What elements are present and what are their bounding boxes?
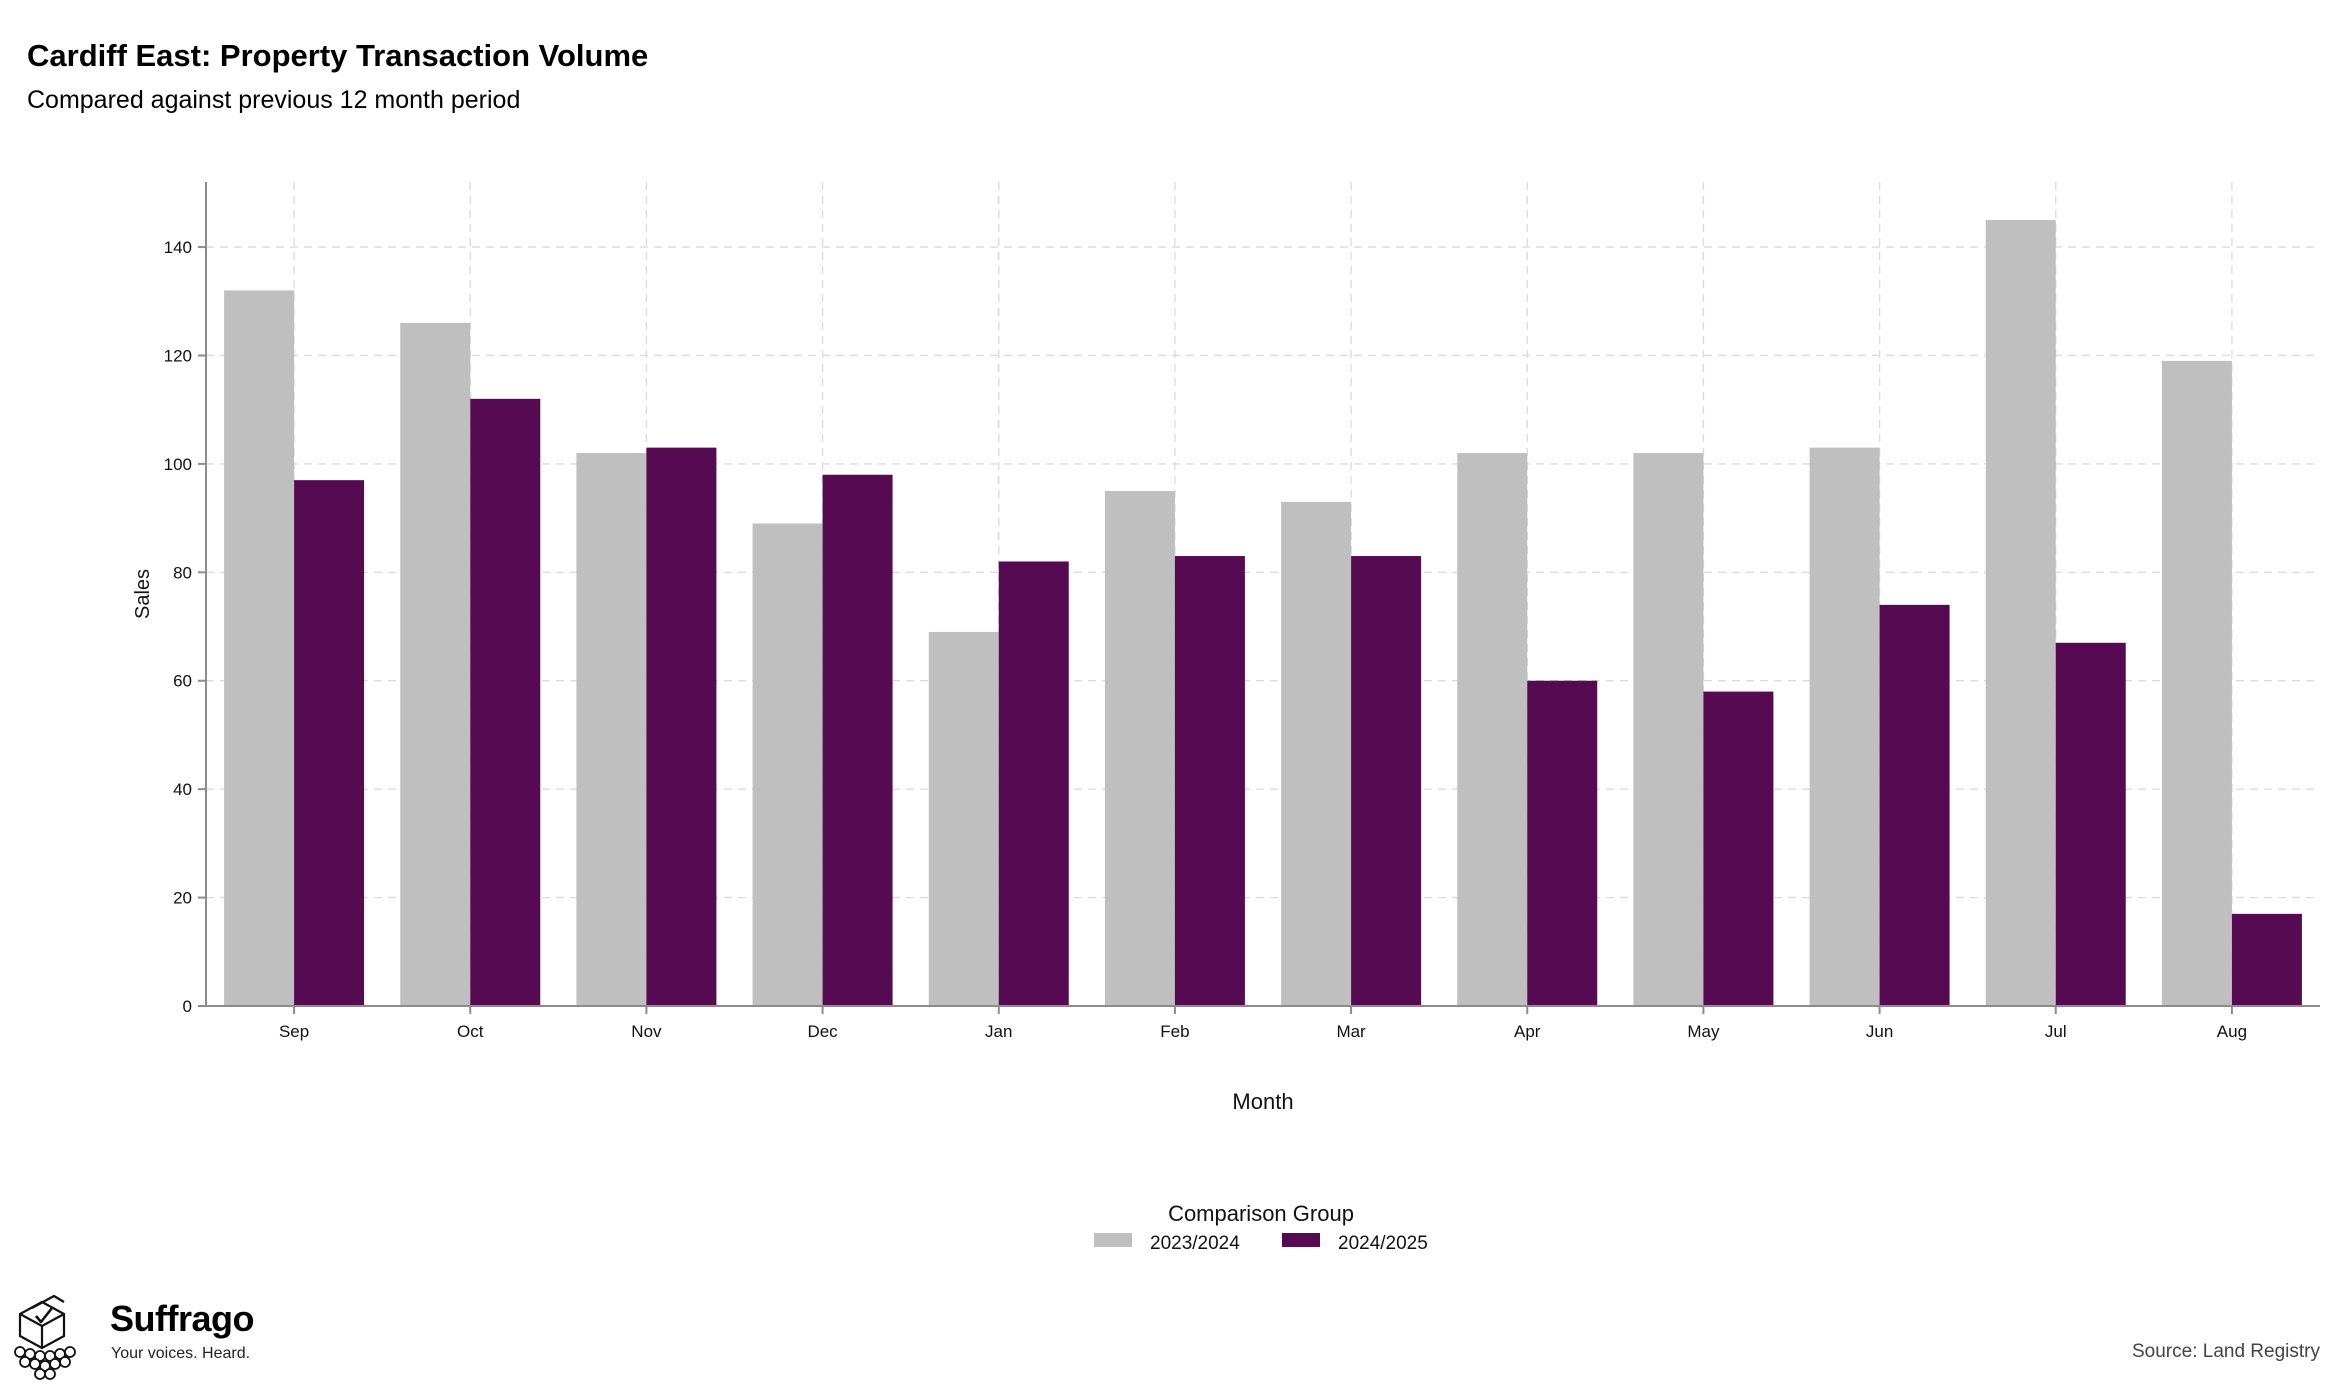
bar-chart: 0 20 40 60 80 100 120 140 Sep Oct Nov Dec Jan Feb Mar A… [132, 182, 2320, 1254]
bar-2024-2025-apr [1527, 680, 1598, 1006]
y-tick-label: 80 [173, 563, 192, 582]
bar-2023-2024-jun [1809, 447, 1880, 1006]
y-tick-label: 40 [173, 780, 192, 799]
bar-2024-2025-aug [2231, 913, 2302, 1006]
x-tick-label: Sep [279, 1022, 309, 1041]
legend-swatch [1094, 1233, 1132, 1247]
chart-subtitle: Compared against previous 12 month perio… [27, 86, 521, 114]
bar-2023-2024-oct [400, 322, 471, 1006]
y-tick-label: 60 [173, 672, 192, 691]
bar-2023-2024-jul [1985, 219, 2056, 1006]
bar-2024-2025-jul [2055, 642, 2126, 1006]
x-tick-label: Dec [807, 1022, 838, 1041]
x-tick-label: Feb [1160, 1022, 1189, 1041]
brand-tagline: Your voices. Heard. [111, 1345, 251, 1362]
x-tick-label: Jul [2045, 1022, 2067, 1041]
legend-title: Comparison Group [1168, 1201, 1354, 1226]
bar-2024-2025-may [1703, 691, 1774, 1006]
bar-2023-2024-sep [224, 290, 295, 1007]
bar-2024-2025-sep [294, 480, 365, 1006]
bar-2024-2025-nov [646, 447, 717, 1006]
bar-2023-2024-nov [576, 453, 647, 1007]
y-tick-label: 120 [164, 346, 192, 365]
bar-2024-2025-jan [998, 561, 1069, 1006]
x-tick-label: Jan [985, 1022, 1012, 1041]
bar-2023-2024-mar [1281, 501, 1352, 1006]
bar-2024-2025-dec [822, 474, 893, 1007]
bar-2024-2025-oct [470, 398, 541, 1006]
bar-2023-2024-may [1633, 453, 1704, 1007]
x-tick-label: Apr [1514, 1022, 1541, 1041]
x-tick-label: Aug [2217, 1022, 2247, 1041]
legend-label: 2023/2024 [1150, 1233, 1240, 1254]
x-tick-label: Mar [1336, 1022, 1366, 1041]
legend-label: 2024/2025 [1338, 1233, 1428, 1254]
x-tick-label: Jun [1866, 1022, 1893, 1041]
brand-name: Suffrago [110, 1298, 255, 1339]
y-tick-label: 140 [164, 238, 192, 257]
y-tick-label: 0 [183, 997, 192, 1016]
bar-2024-2025-feb [1174, 556, 1245, 1006]
bar-2024-2025-mar [1351, 556, 1422, 1006]
bar-2023-2024-apr [1457, 453, 1528, 1007]
x-tick-label: Oct [457, 1022, 484, 1041]
source-note: Source: Land Registry [2132, 1341, 2320, 1362]
bar-2023-2024-aug [2161, 360, 2232, 1006]
bar-2023-2024-jan [928, 631, 999, 1006]
bar-2023-2024-feb [1104, 491, 1175, 1006]
chart-title: Cardiff East: Property Transaction Volum… [27, 38, 649, 73]
ballot-box-logo-icon [14, 1294, 76, 1380]
y-axis-title: Sales [132, 569, 154, 619]
legend-swatch [1282, 1233, 1320, 1247]
x-axis-title: Month [1232, 1089, 1293, 1114]
x-tick-label: May [1687, 1022, 1720, 1041]
x-tick-label: Nov [631, 1022, 662, 1041]
y-tick-label: 20 [173, 889, 192, 908]
bar-2023-2024-dec [752, 523, 823, 1006]
bar-2024-2025-jun [1879, 604, 1950, 1006]
y-tick-label: 100 [164, 455, 192, 474]
